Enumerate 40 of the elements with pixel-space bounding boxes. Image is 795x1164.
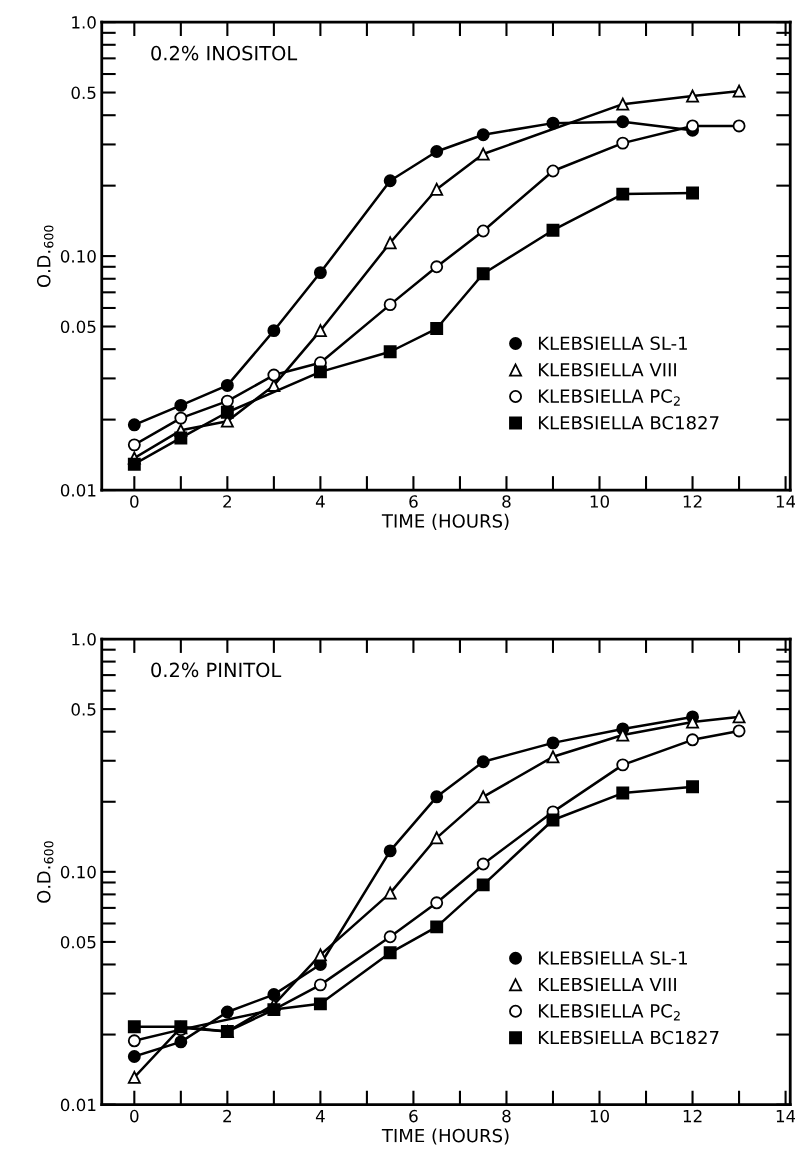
y-tick-label: 0.5 [71, 703, 96, 716]
y-tick-label: 0.10 [60, 250, 96, 263]
x-tick-label: 0 [130, 495, 139, 508]
x-tick-label: 4 [315, 495, 325, 508]
y-tick-label: 0.5 [71, 86, 96, 100]
y-tick-label: 0.05 [60, 320, 96, 334]
legend-label: KLEBSIELLA VIII [538, 977, 676, 992]
legend-label: KLEBSIELLA BC1827 [538, 1030, 719, 1045]
y-axis-title: O.D.$_{600}$ [36, 225, 54, 288]
y-axis-title: O.D.$_{600}$ [36, 841, 54, 903]
x-tick-label: 14 [776, 495, 795, 508]
x-tick-label: 8 [502, 495, 511, 508]
x-tick-label: 10 [590, 1109, 609, 1123]
legend-label: KLEBSIELLA SL-1 [538, 951, 687, 965]
x-axis-title: TIME (HOURS) [381, 1128, 509, 1145]
legend-label: KLEBSIELLA SL-1 [538, 336, 687, 351]
legend-label: KLEBSIELLA VIII [538, 362, 676, 377]
text: 0.2% PINITOL [151, 662, 282, 678]
legend-label: KLEBSIELLA BC1827 [538, 415, 719, 430]
x-tick-label: 12 [683, 495, 702, 508]
x-tick-label: 2 [223, 495, 231, 508]
y-tick-label: 1.0 [72, 16, 96, 29]
x-tick-label: 0 [130, 1109, 139, 1123]
y-tick-label: 0.01 [60, 1098, 96, 1112]
y-tick-label: 1.0 [72, 633, 96, 646]
x-axis-title: TIME (HOURS) [381, 513, 509, 530]
text: 0.2% INOSITOL [151, 45, 298, 61]
x-tick-label: 2 [223, 1109, 231, 1123]
x-tick-label: 14 [776, 1110, 795, 1123]
x-tick-label: 6 [409, 495, 418, 508]
x-tick-label: 6 [409, 1109, 418, 1123]
y-tick-label: 0.05 [60, 935, 96, 949]
y-tick-label: 0.10 [60, 865, 96, 879]
x-tick-label: 10 [590, 495, 609, 508]
x-tick-label: 4 [315, 1110, 325, 1123]
x-tick-label: 8 [502, 1109, 511, 1123]
legend-label: KLEBSIELLA PC$_{2}$ [538, 1004, 680, 1021]
y-tick-label: 0.01 [60, 484, 96, 497]
x-tick-label: 12 [683, 1109, 702, 1123]
legend-label: KLEBSIELLA PC$_{2}$ [538, 389, 680, 406]
